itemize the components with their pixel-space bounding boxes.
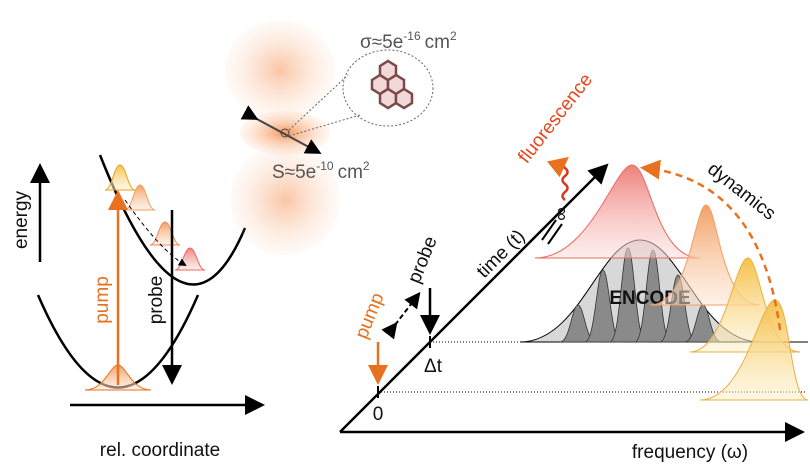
probe-label: probe [146, 276, 167, 325]
unit-exponent: 2 [363, 159, 370, 173]
fluorescence-wave [563, 160, 568, 200]
fluorescence-label: fluorescence [514, 70, 597, 168]
unit: cm [338, 162, 363, 183]
diagram: energy rel. coordinate pump probe σ≈5e-1… [0, 0, 810, 464]
zero-label: 0 [373, 404, 384, 425]
cross-section-label: σ≈5e-16 cm2 [360, 29, 457, 53]
exponent: -10 [316, 159, 334, 173]
prefix: σ≈5e [360, 32, 403, 53]
time-label: time (t) [473, 226, 530, 283]
wavepacket [150, 222, 180, 245]
molecule [372, 61, 412, 108]
pump-label: pump [92, 276, 113, 324]
prefix: S≈5e [272, 162, 316, 183]
unit: cm [425, 32, 450, 53]
left-panel: energy rel. coordinate pump probe [11, 155, 260, 461]
delay-arrow [395, 295, 418, 325]
delay-label: Δt [424, 356, 443, 377]
beam-top [225, 20, 335, 120]
pump-label: pump [351, 290, 388, 342]
right-panel: frequency (ω) ENCODE dynamics time (t) ∞… [340, 70, 808, 463]
beam-focus [240, 111, 330, 155]
probe-label: probe [404, 233, 442, 286]
wavepacket [175, 248, 205, 270]
infinity-label: ∞ [551, 207, 572, 221]
coordinate-label: rel. coordinate [100, 440, 220, 461]
exponent: -16 [403, 29, 421, 43]
unit-exponent: 2 [450, 29, 457, 43]
frequency-label: frequency (ω) [632, 442, 748, 463]
dynamics-label: dynamics [703, 159, 779, 225]
energy-label: energy [11, 190, 32, 249]
